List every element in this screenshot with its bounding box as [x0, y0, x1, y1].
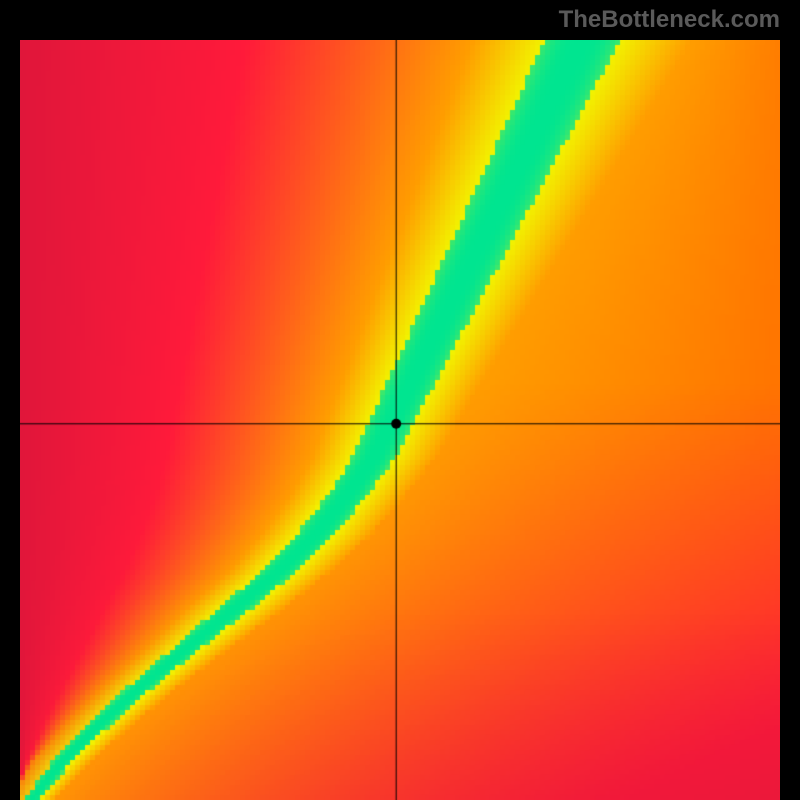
watermark-text: TheBottleneck.com: [559, 6, 780, 34]
bottleneck-heatmap: [20, 40, 780, 800]
